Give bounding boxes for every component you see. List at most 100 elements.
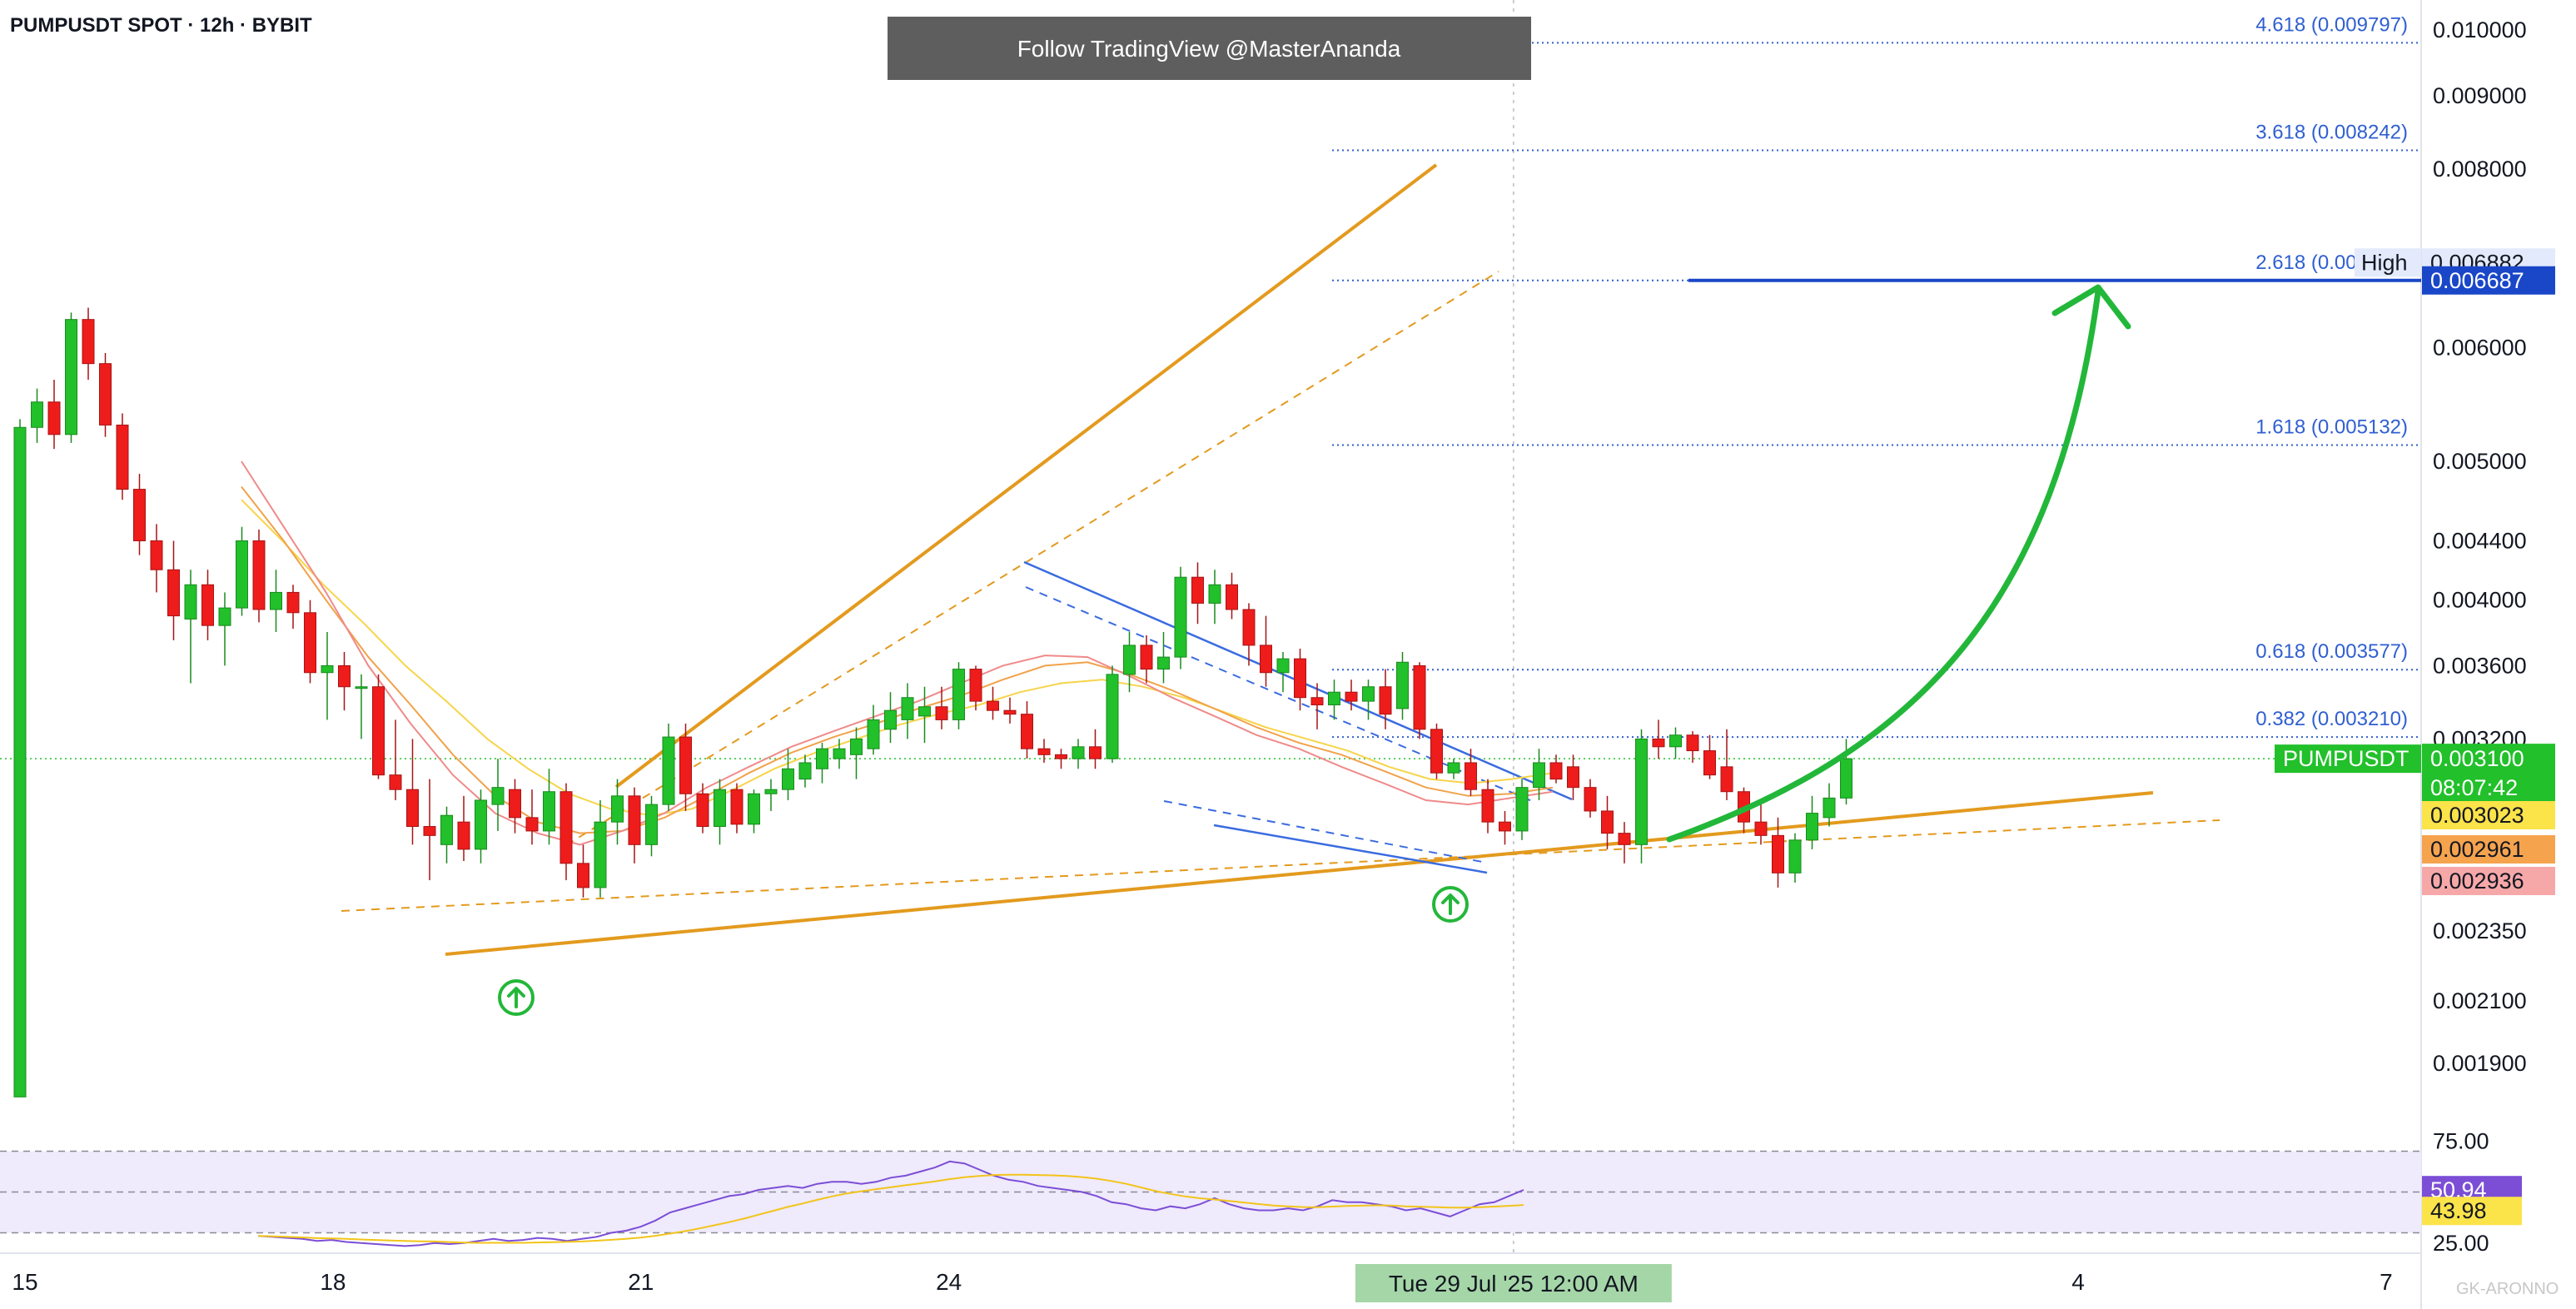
candle-body — [475, 799, 487, 850]
candle-body — [645, 804, 658, 845]
candle-body — [901, 697, 914, 720]
candle-body — [628, 795, 641, 845]
ma1-value-tag-bg — [2422, 801, 2555, 829]
rsi-ma-value-tag-text: 43.98 — [2430, 1198, 2487, 1223]
candle-body — [423, 826, 436, 836]
trend-lines — [0, 163, 2421, 956]
price-tick-label: 0.002350 — [2433, 918, 2527, 943]
grid — [0, 0, 2422, 1309]
candle-body — [816, 748, 828, 769]
candle-body — [1037, 748, 1051, 755]
candle-body — [47, 401, 61, 436]
candle-body — [1686, 734, 1699, 752]
candle-body — [1003, 709, 1017, 715]
cursor-date-label: Tue 29 Jul '25 12:00 AM — [1389, 1271, 1639, 1297]
candle-body — [1260, 645, 1272, 674]
candle-body — [1533, 762, 1545, 789]
chart-title: PUMPUSDT SPOT · 12h · BYBIT — [10, 14, 312, 37]
candle-body — [286, 591, 300, 614]
ma3-value-tag: 0.002936 — [2422, 867, 2555, 895]
price-tick-label: 0.006000 — [2433, 336, 2527, 361]
target-arrow-head — [2051, 284, 2131, 330]
target-arrow — [1666, 288, 2101, 843]
candle-body — [1481, 789, 1494, 823]
candle-body — [679, 736, 692, 794]
candle-body — [133, 489, 146, 541]
candle-body — [1174, 576, 1187, 658]
rsi-ma-value-tag-bg — [2422, 1197, 2522, 1226]
ma3-value-tag-text: 0.002936 — [2430, 869, 2524, 893]
high-title-bg — [2355, 248, 2421, 277]
fib-level-label: 1.618 (0.005132) — [2255, 416, 2408, 438]
candle-body — [509, 789, 521, 819]
candle-body — [559, 791, 573, 864]
candle-body — [99, 363, 112, 426]
candle-body — [782, 768, 794, 790]
countdown-value: 08:07:42 — [2430, 775, 2518, 800]
candle-body — [1106, 674, 1119, 759]
ma1-value-tag: 0.003023 — [2422, 801, 2555, 829]
candle-body — [1601, 810, 1614, 834]
candle-body — [1362, 686, 1375, 702]
price-tick-label: 0.010000 — [2433, 17, 2527, 42]
candle-body — [1191, 576, 1204, 604]
high-title: High — [2361, 250, 2408, 275]
cursor-date-bg — [1355, 1264, 1672, 1302]
time-axis: 151821244710131619222528Sep471013161922T… — [12, 1264, 2393, 1302]
follow-banner[interactable]: Follow TradingView @MasterAnanda — [888, 17, 1531, 80]
candle-body — [1430, 729, 1443, 774]
candle-body — [1055, 754, 1067, 759]
candle-body — [1242, 609, 1256, 646]
candle-body — [1157, 656, 1170, 670]
time-tick-label: 15 — [12, 1269, 37, 1295]
annotations — [498, 284, 2131, 1016]
candle-body — [201, 584, 214, 626]
rsi-indicator — [257, 1160, 1524, 1247]
candle-body — [577, 863, 589, 888]
candle-body — [1772, 834, 1784, 873]
candle-body — [1379, 686, 1392, 715]
fib-level-label: 0.618 (0.003577) — [2255, 640, 2408, 663]
candle-body — [662, 736, 675, 805]
candle-body — [1840, 758, 1852, 799]
candle-body — [1072, 746, 1085, 759]
price-tick-label: 0.008000 — [2433, 157, 2527, 182]
candle-body — [1669, 734, 1682, 748]
wedge-upper-dashed — [1025, 586, 1533, 802]
channel-upper-line — [614, 163, 1438, 789]
candle-body — [952, 669, 965, 720]
candle-body — [1226, 584, 1238, 610]
candle-body — [236, 540, 248, 609]
candle-body — [338, 664, 351, 688]
candle-body — [1515, 787, 1529, 832]
ma2-value-tag-text: 0.002961 — [2430, 837, 2524, 862]
ma3-value-tag-bg — [2422, 867, 2555, 895]
ma1-value-tag-text: 0.003023 — [2430, 803, 2524, 828]
rsi-tick-label: 75.00 — [2433, 1128, 2489, 1153]
price-tick-label: 0.004400 — [2433, 528, 2527, 553]
candle-body — [611, 795, 624, 823]
up-arrow-icon — [507, 987, 525, 1008]
candle-body — [1123, 645, 1136, 675]
candle-body — [1140, 645, 1153, 670]
price-tick-label: 0.001900 — [2433, 1051, 2527, 1076]
candle-body — [1089, 746, 1102, 759]
candle-body — [1328, 691, 1340, 706]
candle-body — [440, 814, 453, 845]
fib-level-label: 0.382 (0.003210) — [2255, 708, 2408, 730]
target-value-tag: 0.006687 — [2422, 266, 2555, 295]
time-tick-label: 7 — [2380, 1269, 2393, 1295]
fib-level-label: 3.618 (0.008242) — [2255, 122, 2408, 144]
candle-body — [1345, 691, 1358, 702]
candle-body — [406, 789, 419, 828]
symbol-tag-bg — [2275, 744, 2421, 774]
candle-body — [31, 401, 43, 428]
candle-body — [150, 540, 163, 570]
candle-body — [1294, 658, 1306, 699]
watermark: GK-ARONNO — [2456, 1280, 2559, 1298]
candle-body — [1567, 766, 1579, 789]
target-value-tag-text: 0.006687 — [2430, 268, 2524, 293]
rsi-tick-label: 25.00 — [2433, 1231, 2489, 1256]
